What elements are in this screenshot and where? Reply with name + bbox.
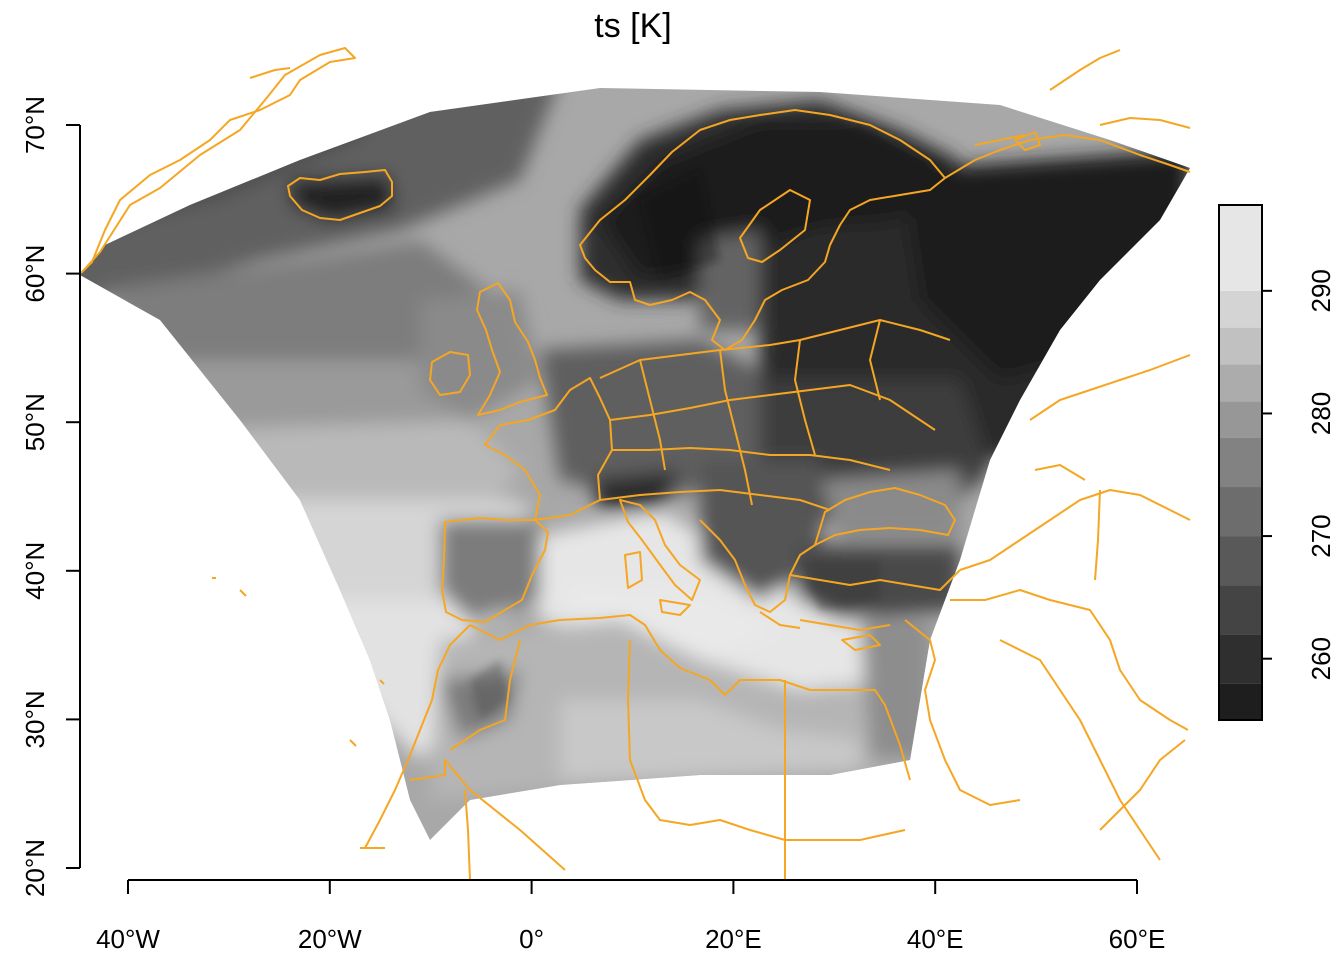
colorbar-bin bbox=[1219, 364, 1262, 402]
colorbar-frame bbox=[1218, 204, 1263, 721]
plot-axes: 40°W 20°W 0° 20°E 40°E 60°E 20°N 30°N 40°N 50°N 60… bbox=[20, 96, 1165, 954]
colorbar: 260 270 280 290 bbox=[1218, 204, 1336, 721]
colorbar-bin bbox=[1219, 290, 1262, 328]
colorbar-tick-label: 270 bbox=[1306, 514, 1336, 557]
y-tick-label: 30°N bbox=[20, 690, 50, 748]
colorbar-bin bbox=[1219, 487, 1262, 537]
y-tick-label: 50°N bbox=[20, 393, 50, 451]
chart-title: ts [K] bbox=[594, 7, 671, 45]
y-tick-label: 60°N bbox=[20, 245, 50, 303]
colorbar-bin bbox=[1219, 634, 1262, 684]
colorbar-tick-label: 290 bbox=[1306, 269, 1336, 312]
colorbar-bin bbox=[1219, 536, 1262, 586]
x-tick-label: 20°W bbox=[298, 924, 362, 954]
colorbar-bin bbox=[1219, 205, 1262, 291]
x-tick-label: 60°E bbox=[1109, 924, 1166, 954]
x-tick-label: 0° bbox=[519, 924, 544, 954]
x-tick-label: 40°W bbox=[96, 924, 160, 954]
x-tick-label: 20°E bbox=[705, 924, 762, 954]
x-tick-label: 40°E bbox=[907, 924, 964, 954]
country-borders-overlay bbox=[81, 47, 1191, 881]
y-tick-label: 70°N bbox=[20, 96, 50, 154]
colorbar-bin bbox=[1219, 585, 1262, 635]
colorbar-tick-label: 280 bbox=[1306, 392, 1336, 435]
colorbar-bin bbox=[1219, 327, 1262, 365]
colorbar-bin bbox=[1219, 401, 1262, 438]
colorbar-tick-label: 260 bbox=[1306, 637, 1336, 680]
colorbar-bin bbox=[1219, 437, 1262, 488]
colorbar-bin bbox=[1219, 683, 1262, 720]
y-tick-label: 20°N bbox=[20, 839, 50, 897]
y-tick-label: 40°N bbox=[20, 542, 50, 600]
